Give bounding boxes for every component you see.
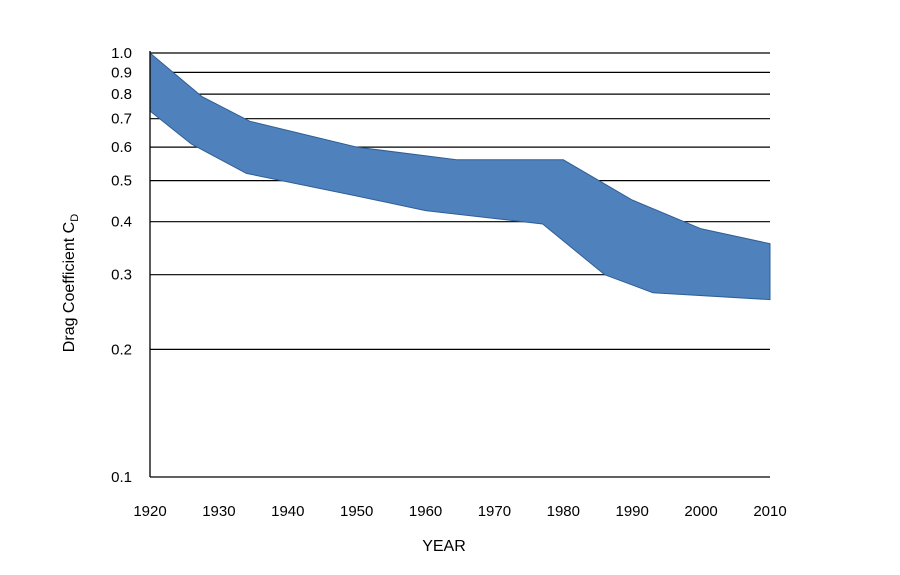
x-tick-label: 1940 <box>271 503 304 520</box>
x-tick-label: 1980 <box>547 503 580 520</box>
x-tick-label: 1990 <box>616 503 649 520</box>
y-axis-title: Drag Coefficient CD <box>61 214 81 352</box>
y-tick-label: 0.5 <box>111 173 132 190</box>
data-band <box>149 51 771 301</box>
y-tick-label: 1.0 <box>111 45 132 62</box>
x-tick-label: 1920 <box>133 503 166 520</box>
x-tick-label: 1950 <box>340 503 373 520</box>
x-tick-labels: 1920 1930 1940 1950 1960 1970 1980 1990 2000 2010 <box>133 503 786 520</box>
y-tick-labels: 0.1 0.2 0.3 0.4 0.5 0.6 0.7 0.8 0.9 1.0 <box>111 45 132 486</box>
x-tick-label: 2000 <box>684 503 717 520</box>
x-tick-label: 2010 <box>753 503 786 520</box>
y-tick-label: 0.8 <box>111 86 132 103</box>
y-tick-label: 0.3 <box>111 267 132 284</box>
y-tick-label: 0.7 <box>111 111 132 128</box>
y-tick-label: 0.6 <box>111 139 132 156</box>
y-axis-title-subscript: D <box>69 214 81 222</box>
y-tick-label: 0.9 <box>111 64 132 81</box>
x-tick-label: 1930 <box>202 503 235 520</box>
x-axis-title: YEAR <box>422 538 466 555</box>
y-axis-title-main: Drag Coefficient C <box>61 222 78 352</box>
x-tick-label: 1960 <box>409 503 442 520</box>
y-tick-label: 0.1 <box>111 469 132 486</box>
axes <box>149 51 770 478</box>
y-tick-label: 0.2 <box>111 341 132 358</box>
y-tick-label: 0.4 <box>111 214 132 231</box>
drag-coefficient-band <box>149 51 771 301</box>
x-tick-label: 1970 <box>478 503 511 520</box>
